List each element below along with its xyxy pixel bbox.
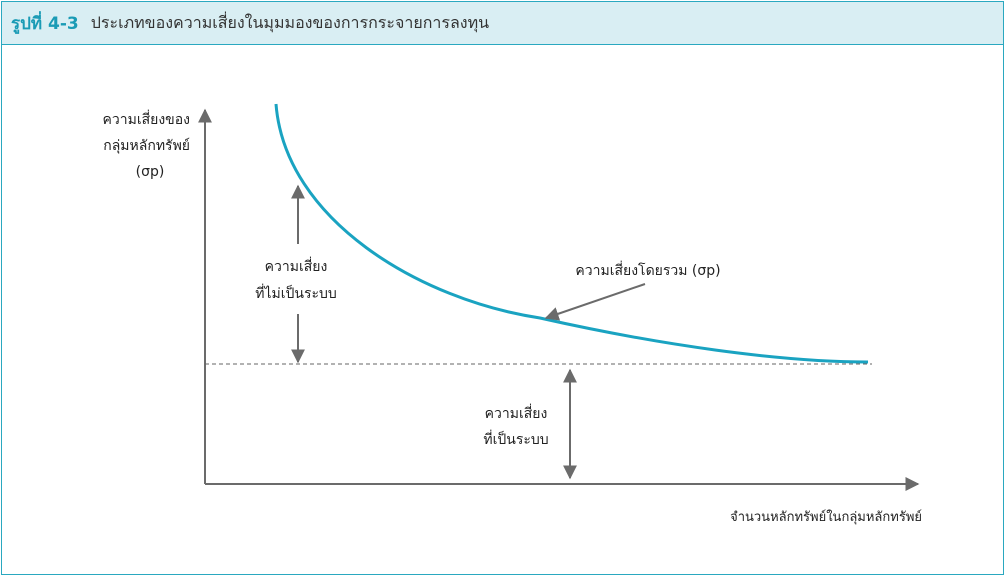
y-axis-label-line3: (σp) (136, 164, 165, 180)
total-risk-curve (274, 103, 869, 364)
total-risk-pointer (544, 283, 646, 321)
total-risk-label: ความเสี่ยงโดยรวม (σp) (575, 261, 720, 279)
figure-title: ประเภทของความเสี่ยงในมุมมองของการกระจายก… (90, 12, 490, 32)
y-axis-label-line2: กลุ่มหลักทรัพย์ (103, 137, 190, 154)
x-axis-label: จำนวนหลักทรัพย์ในกลุ่มหลักทรัพย์ (730, 509, 922, 525)
figure-label: รูปที่ 4-3 (11, 13, 79, 34)
unsystematic-label-line2: ที่ไม่เป็นระบบ (255, 284, 337, 302)
systematic-label-line2: ที่เป็นระบบ (483, 430, 548, 448)
figure-header: รูปที่ 4-3 ประเภทของความเสี่ยงในมุมมองขอ… (2, 2, 1003, 45)
y-axis-label-line1: ความเสี่ยงของ (103, 110, 191, 128)
unsystematic-label-line1: ความเสี่ยง (265, 257, 328, 275)
systematic-label-line1: ความเสี่ยง (485, 404, 548, 422)
